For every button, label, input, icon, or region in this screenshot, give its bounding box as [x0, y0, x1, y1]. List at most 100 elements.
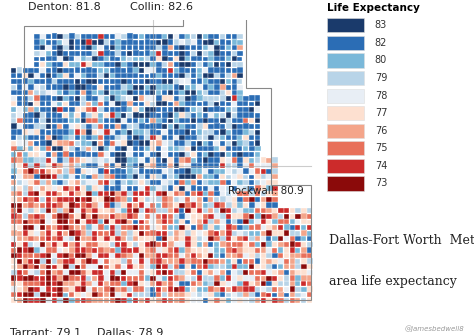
Bar	[86, 276, 91, 281]
Bar	[197, 287, 202, 292]
Bar	[214, 157, 219, 162]
Bar	[92, 124, 98, 129]
Bar	[162, 186, 167, 191]
Bar	[34, 247, 40, 253]
Bar	[179, 213, 185, 219]
Bar	[98, 152, 103, 157]
Bar	[17, 163, 22, 168]
Bar	[232, 275, 237, 281]
Bar	[34, 276, 39, 281]
Bar	[266, 220, 272, 224]
Bar	[139, 258, 144, 264]
Bar	[63, 191, 68, 196]
Bar	[34, 107, 39, 112]
Bar	[307, 298, 312, 303]
Bar	[145, 191, 150, 196]
Bar	[81, 112, 86, 118]
Bar	[290, 253, 295, 258]
Bar	[150, 124, 156, 129]
Bar	[46, 95, 52, 101]
Bar	[237, 135, 243, 140]
Bar	[139, 118, 144, 123]
Bar	[162, 79, 167, 84]
Bar	[75, 292, 81, 297]
Bar	[202, 84, 209, 89]
Bar	[81, 140, 86, 146]
Bar	[168, 95, 173, 101]
Bar	[34, 101, 40, 107]
Text: Life Expectancy: Life Expectancy	[327, 3, 420, 13]
Bar	[52, 118, 57, 123]
Bar	[226, 298, 231, 303]
Bar	[116, 281, 121, 286]
Bar	[301, 292, 306, 297]
Bar	[237, 73, 243, 78]
Bar	[121, 169, 127, 174]
Bar	[185, 281, 190, 286]
Bar	[23, 203, 27, 208]
Bar	[109, 281, 115, 286]
Bar	[150, 236, 155, 241]
Bar	[278, 230, 284, 236]
Bar	[220, 287, 226, 292]
Bar	[75, 276, 80, 281]
Bar	[46, 191, 51, 196]
Bar	[11, 265, 16, 269]
Bar	[173, 192, 179, 196]
Bar	[52, 197, 57, 202]
Bar	[121, 107, 127, 112]
Bar	[243, 281, 249, 286]
Bar	[133, 102, 138, 107]
Bar	[301, 287, 307, 292]
Bar	[92, 118, 98, 123]
Bar	[23, 292, 28, 297]
Bar	[266, 276, 272, 281]
Bar	[191, 68, 196, 73]
Bar	[226, 90, 231, 95]
Bar	[162, 112, 168, 118]
Text: Tarrant: 79.1: Tarrant: 79.1	[10, 328, 81, 335]
Bar	[98, 34, 103, 39]
Bar	[156, 90, 161, 95]
Bar	[327, 71, 364, 85]
Bar	[69, 286, 75, 292]
Bar	[23, 84, 28, 89]
Bar	[63, 281, 69, 286]
Bar	[179, 298, 185, 303]
Bar	[34, 281, 40, 286]
Bar	[11, 275, 17, 281]
Bar	[295, 220, 301, 224]
Bar	[104, 270, 109, 275]
Bar	[209, 129, 214, 135]
Bar	[145, 95, 150, 101]
Bar	[284, 270, 290, 275]
Bar	[86, 224, 92, 230]
Bar	[179, 135, 185, 140]
Bar	[133, 242, 138, 247]
Bar	[40, 135, 46, 140]
Bar	[63, 236, 69, 241]
Bar	[237, 197, 243, 202]
Bar	[214, 259, 219, 264]
Bar	[237, 191, 243, 196]
Bar	[214, 287, 219, 292]
Bar	[209, 276, 214, 281]
Bar	[168, 119, 173, 123]
Bar	[237, 225, 243, 230]
Bar	[214, 67, 220, 73]
Bar	[46, 135, 51, 140]
Bar	[145, 231, 150, 236]
Bar	[162, 135, 167, 140]
Bar	[156, 275, 162, 281]
Bar	[46, 140, 52, 146]
Bar	[209, 101, 214, 107]
Bar	[173, 163, 179, 168]
Bar	[116, 208, 121, 213]
Bar	[63, 242, 68, 247]
Bar	[249, 163, 255, 168]
Bar	[173, 258, 179, 264]
Bar	[255, 180, 260, 185]
Bar	[237, 253, 243, 258]
Bar	[57, 242, 63, 247]
Bar	[179, 96, 184, 101]
